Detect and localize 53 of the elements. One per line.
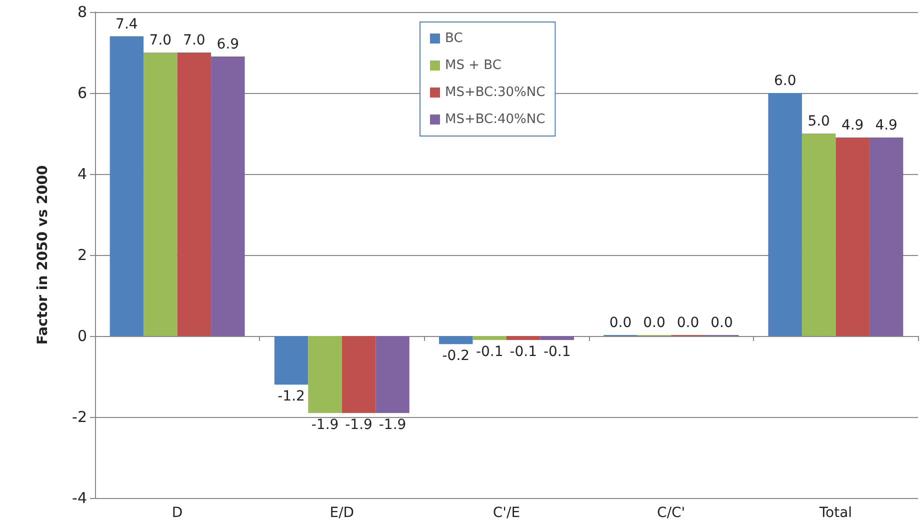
- bar: [110, 36, 144, 336]
- bar: [376, 336, 410, 413]
- legend-label: MS+BC:40%NC: [445, 112, 546, 127]
- data-label: -1.9: [345, 416, 372, 433]
- data-label: 4.9: [875, 118, 898, 134]
- x-tick-label: C/C': [657, 505, 686, 520]
- y-tick-label: -4: [72, 489, 87, 507]
- legend-label: BC: [445, 31, 463, 46]
- x-tick-label: D: [172, 505, 183, 520]
- data-label: 5.0: [808, 114, 830, 130]
- bar: [836, 138, 870, 336]
- bar: [211, 56, 245, 336]
- x-tick-label: C'/E: [492, 505, 520, 520]
- bar: [869, 138, 904, 336]
- data-label: 6.0: [774, 73, 796, 89]
- data-label: 4.9: [841, 118, 864, 134]
- bar: [342, 336, 376, 413]
- bar: [274, 336, 308, 385]
- y-axis-title: Factor in 2050 vs 2000: [35, 165, 51, 345]
- bar: [144, 52, 178, 336]
- data-label: 0.0: [609, 315, 632, 331]
- y-tick-label: 2: [77, 246, 87, 264]
- bar: [472, 336, 506, 340]
- legend-label: MS+BC:30%NC: [445, 85, 546, 100]
- data-label: -1.9: [378, 416, 406, 433]
- x-tick-label: Total: [818, 505, 852, 520]
- bar: [768, 93, 802, 336]
- y-tick-label: 4: [77, 165, 87, 183]
- bar: [177, 52, 212, 336]
- legend-label: MS + BC: [445, 58, 502, 73]
- data-label: -1.9: [311, 416, 339, 433]
- y-tick-label: -2: [72, 408, 87, 426]
- data-label: 0.0: [643, 315, 666, 331]
- data-label: -0.1: [510, 344, 538, 360]
- bar: [308, 336, 342, 413]
- data-label: -0.2: [442, 348, 470, 364]
- bar: [506, 336, 540, 340]
- data-label: -0.1: [543, 344, 571, 360]
- bar: [439, 336, 473, 344]
- x-tick-label: E/D: [330, 505, 354, 520]
- data-label: 7.0: [183, 32, 206, 48]
- data-label: 7.0: [149, 32, 172, 48]
- data-label: 7.4: [116, 16, 138, 32]
- data-label: -1.2: [278, 388, 305, 405]
- y-tick-label: 0: [77, 327, 87, 345]
- y-tick-label: 8: [77, 3, 87, 21]
- data-label: -0.1: [476, 344, 504, 360]
- data-label: 6.9: [216, 36, 240, 53]
- y-tick-label: 6: [77, 84, 87, 102]
- bar: [540, 336, 574, 340]
- data-label: 0.0: [710, 315, 733, 331]
- bar: [802, 134, 836, 336]
- data-label: 0.0: [676, 315, 700, 331]
